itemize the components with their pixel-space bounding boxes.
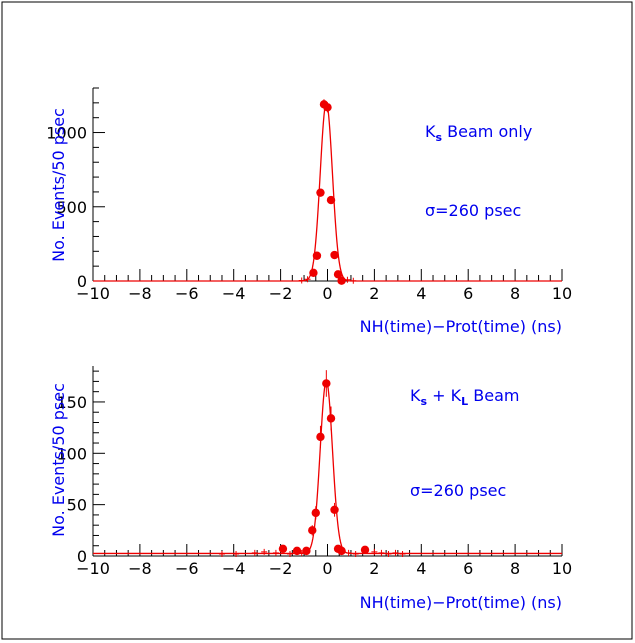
x-tick-label: 4 xyxy=(416,559,426,578)
x-tick-label: 2 xyxy=(369,559,379,578)
data-point-cross xyxy=(345,549,352,556)
x-tick-label: −10 xyxy=(76,559,110,578)
x-tick-label: −10 xyxy=(76,284,110,303)
y-tick-label: 500 xyxy=(56,198,87,217)
data-point-cross xyxy=(261,548,268,555)
panel-bottom-markers xyxy=(278,370,370,556)
data-point xyxy=(326,195,336,205)
data-point-cross xyxy=(286,550,293,557)
x-tick-label: 6 xyxy=(463,559,473,578)
x-tick-label: 10 xyxy=(552,559,572,578)
y-tick-label: 0 xyxy=(77,547,87,566)
data-point xyxy=(292,546,302,556)
panel-top-beam-annotation: Ks Beam only xyxy=(425,122,532,144)
data-point xyxy=(311,508,320,518)
panel-top-crosses xyxy=(298,276,357,284)
data-point-cross xyxy=(251,549,258,556)
y-tick-label: 50 xyxy=(67,496,87,515)
y-tick-label: 150 xyxy=(56,393,87,412)
data-point-cross xyxy=(399,550,406,557)
x-tick-label: −2 xyxy=(269,284,293,303)
x-tick-label: −4 xyxy=(222,284,246,303)
data-point-cross xyxy=(218,550,225,557)
x-tick-label: 6 xyxy=(463,284,473,303)
data-point-cross xyxy=(392,549,399,556)
annotation-k: K xyxy=(425,122,436,141)
y-tick-label: 1000 xyxy=(46,124,87,143)
data-point xyxy=(309,268,318,278)
data-point-cross xyxy=(352,550,359,557)
data-point-cross xyxy=(385,550,392,557)
data-point xyxy=(323,103,332,112)
annotation-rest: Beam only xyxy=(442,122,532,141)
data-point xyxy=(278,544,288,554)
panel-top-sigma-annotation: σ=260 psec xyxy=(425,201,521,220)
panel-bottom-crosses xyxy=(218,548,406,557)
data-point xyxy=(322,379,331,388)
annotation-beam: Beam xyxy=(468,386,519,405)
annotation-sub-s: s xyxy=(421,395,428,408)
x-tick-label: −6 xyxy=(175,559,199,578)
panel-bottom-xlabel: NH(time)−Prot(time) (ns) xyxy=(360,593,562,612)
data-point-cross xyxy=(298,277,305,284)
data-point xyxy=(330,505,339,514)
data-point xyxy=(333,270,343,279)
panel-top-ylabel: No. Events/50 psec xyxy=(49,108,68,262)
panel-bottom-fit xyxy=(93,379,562,555)
x-tick-label: 10 xyxy=(552,284,572,303)
panel-bottom-ylabel: No. Events/50 psec xyxy=(49,383,68,537)
x-tick-label: −8 xyxy=(128,284,152,303)
data-point-cross xyxy=(272,549,279,556)
data-point xyxy=(326,414,336,423)
data-point-cross xyxy=(378,549,385,556)
panel-top: −10 −8 −6 −4 −2 0 2 4 6 8 10 0 500 1000 No. Events/50… xyxy=(46,87,572,336)
data-point-cross xyxy=(233,550,240,557)
panel-bottom-sigma-annotation: σ=260 psec xyxy=(410,481,506,500)
data-point-cross xyxy=(304,276,311,283)
data-point xyxy=(337,546,346,556)
panel-top-axes: −10 −8 −6 −4 −2 0 2 4 6 8 10 0 500 1000 xyxy=(46,87,572,303)
panel-top-markers xyxy=(309,99,346,285)
data-point xyxy=(312,251,322,260)
data-point xyxy=(302,546,311,556)
x-tick-label: −2 xyxy=(269,559,293,578)
data-point-cross xyxy=(350,277,357,284)
data-point xyxy=(360,545,370,555)
y-tick-label: 100 xyxy=(56,444,87,463)
data-point xyxy=(316,188,325,197)
panel-bottom-beam-annotation: Ks + KL Beam xyxy=(410,386,519,408)
x-tick-label: 4 xyxy=(416,284,426,303)
y-tick-label: 0 xyxy=(77,272,87,291)
annotation-plus-k: + K xyxy=(427,386,462,405)
x-tick-label: −8 xyxy=(128,559,152,578)
x-tick-label: −4 xyxy=(222,559,246,578)
x-tick-label: 0 xyxy=(322,559,332,578)
x-tick-label: 0 xyxy=(322,284,332,303)
annotation-k: K xyxy=(410,386,421,405)
data-point xyxy=(337,276,346,285)
annotation-sub-l: L xyxy=(461,395,468,408)
panel-top-xlabel: NH(time)−Prot(time) (ns) xyxy=(360,317,562,336)
x-tick-label: 2 xyxy=(369,284,379,303)
x-tick-label: −6 xyxy=(175,284,199,303)
data-point xyxy=(308,526,317,535)
data-point xyxy=(330,250,339,260)
data-point xyxy=(316,432,325,442)
annotation-sub-s: s xyxy=(436,131,443,144)
data-point-cross xyxy=(371,548,378,555)
x-tick-label: 8 xyxy=(510,559,520,578)
x-tick-label: 8 xyxy=(510,284,520,303)
gaussian-fit-curve xyxy=(93,379,562,555)
